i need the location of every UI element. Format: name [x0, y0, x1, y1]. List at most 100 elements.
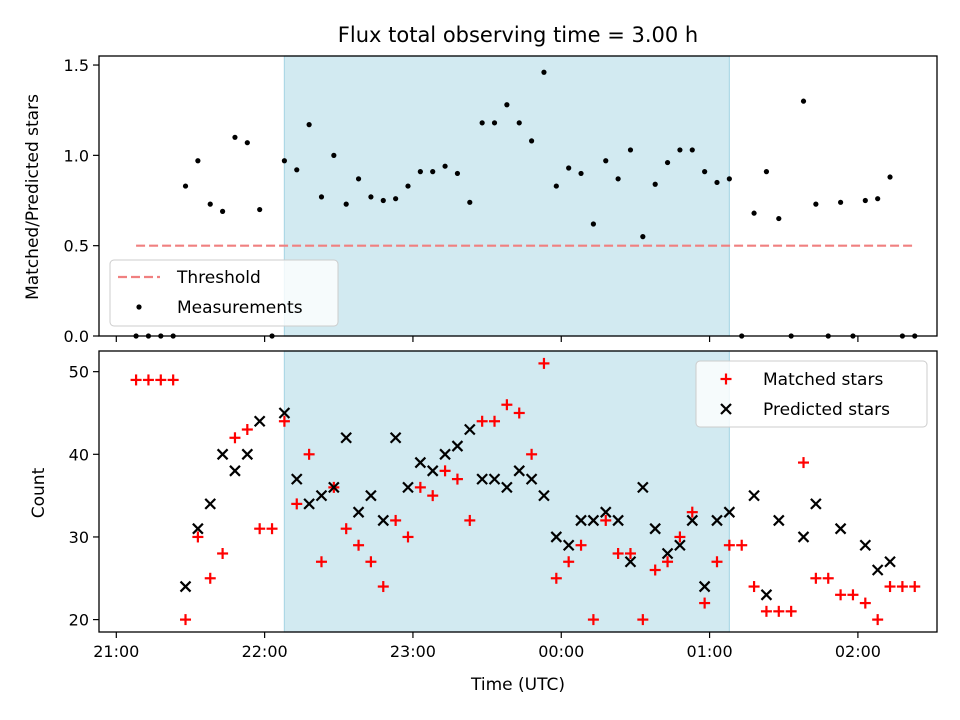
- measurement-point: [368, 194, 374, 200]
- matched-star-point: [501, 399, 513, 411]
- matched-star-point: [204, 572, 216, 584]
- matched-star-point: [624, 547, 636, 559]
- matched-star-point: [711, 556, 723, 568]
- predicted-star-point: [711, 514, 723, 527]
- x-tick-label: 23:00: [390, 642, 436, 661]
- bottom-observing-window: [283, 350, 730, 633]
- measurement-point: [195, 158, 201, 164]
- predicted-star-point: [810, 498, 822, 510]
- legend-predicted-swatch: [720, 403, 732, 415]
- measurement-point: [627, 147, 634, 153]
- measurement-point: [281, 158, 287, 164]
- predicted-star-point: [488, 473, 501, 485]
- predicted-star-point: [216, 448, 229, 461]
- predicted-star-point: [513, 465, 526, 477]
- matched-star-point: [526, 448, 538, 460]
- x-tick-label: 00:00: [538, 642, 584, 661]
- predicted-star-point: [698, 580, 711, 593]
- predicted-star-point: [402, 481, 414, 494]
- predicted-star-point: [562, 539, 575, 551]
- predicted-star-point: [501, 481, 513, 494]
- bottom-y-tick-label: 40: [69, 445, 89, 464]
- predicted-star-point: [686, 514, 699, 527]
- predicted-star-point: [674, 539, 686, 551]
- measurement-point: [664, 159, 671, 166]
- measurement-point: [887, 174, 893, 180]
- predicted-star-point: [476, 473, 488, 485]
- measurement-point: [751, 210, 757, 216]
- top-y-tick-label: 0.5: [64, 237, 89, 256]
- bottom-y-axis-label: Count: [29, 467, 49, 518]
- matched-star-point: [291, 498, 303, 510]
- measurement-point: [318, 194, 325, 200]
- matched-star-point: [476, 415, 488, 427]
- predicted-star-point: [204, 498, 217, 510]
- matched-star-point: [180, 614, 192, 626]
- matched-star-point: [649, 564, 661, 576]
- predicted-star-point: [773, 514, 785, 527]
- predicted-star-point: [834, 522, 847, 535]
- matched-star-point: [736, 539, 748, 551]
- matched-star-point: [563, 556, 575, 568]
- measurement-point: [430, 169, 436, 175]
- matched-star-point: [513, 407, 525, 419]
- x-tick-label: 21:00: [93, 642, 139, 661]
- predicted-star-point: [365, 489, 377, 502]
- predicted-star-point: [192, 522, 204, 535]
- matched-star-point: [142, 374, 154, 386]
- predicted-star-point: [377, 514, 390, 527]
- top-y-tick-label: 1.0: [64, 146, 89, 165]
- matched-star-point: [575, 539, 587, 551]
- predicted-star-point: [871, 564, 884, 576]
- measurement-point: [862, 197, 868, 204]
- matched-star-point: [377, 581, 389, 593]
- top-axes-frame: [98, 55, 938, 337]
- predicted-star-point: [278, 407, 291, 419]
- predicted-star-point: [538, 489, 550, 502]
- measurement-point: [393, 196, 399, 202]
- matched-star-point: [365, 556, 377, 568]
- matched-star-point: [847, 589, 859, 601]
- measurement-point: [454, 170, 461, 177]
- matched-star-point: [192, 531, 204, 543]
- measurement-point: [837, 199, 844, 205]
- measurement-point: [677, 147, 683, 153]
- measurement-point: [689, 147, 695, 153]
- predicted-star-point: [550, 531, 563, 543]
- matched-star-point: [822, 572, 834, 584]
- predicted-star-point: [241, 448, 254, 461]
- measurement-point: [640, 234, 646, 240]
- legend-threshold-label: Threshold: [176, 268, 261, 288]
- measurement-point: [603, 158, 609, 164]
- matched-star-point: [241, 424, 253, 436]
- top-y-tick-label: 0.0: [64, 327, 89, 346]
- measurement-point: [417, 169, 423, 175]
- matched-star-point: [402, 531, 414, 543]
- measurement-point: [800, 98, 807, 104]
- predicted-star-point: [760, 589, 773, 601]
- measurement-point: [652, 181, 658, 187]
- bottom-y-tick-label: 30: [69, 528, 89, 547]
- measurement-point: [244, 140, 250, 146]
- matched-star-point: [414, 481, 426, 493]
- matched-star-point: [550, 572, 562, 584]
- matched-star-point: [662, 556, 674, 568]
- matched-star-point: [699, 597, 711, 609]
- matched-star-point: [278, 415, 290, 427]
- predicted-star-point: [661, 547, 674, 560]
- matched-star-point: [538, 357, 550, 369]
- predicted-star-point: [290, 473, 303, 485]
- measurement-point: [615, 176, 621, 182]
- matched-star-point: [390, 514, 402, 526]
- x-tick-label: 01:00: [687, 642, 733, 661]
- predicted-star-point: [599, 506, 612, 518]
- measurement-point: [541, 69, 547, 75]
- matched-star-point: [600, 514, 612, 526]
- matched-star-point: [896, 581, 908, 593]
- matched-star-point: [217, 547, 229, 559]
- matched-star-point: [785, 605, 797, 617]
- measurement-point: [355, 176, 362, 182]
- x-axis-label: Time (UTC): [470, 675, 565, 695]
- matched-star-point: [229, 432, 241, 444]
- measurement-point: [467, 199, 473, 205]
